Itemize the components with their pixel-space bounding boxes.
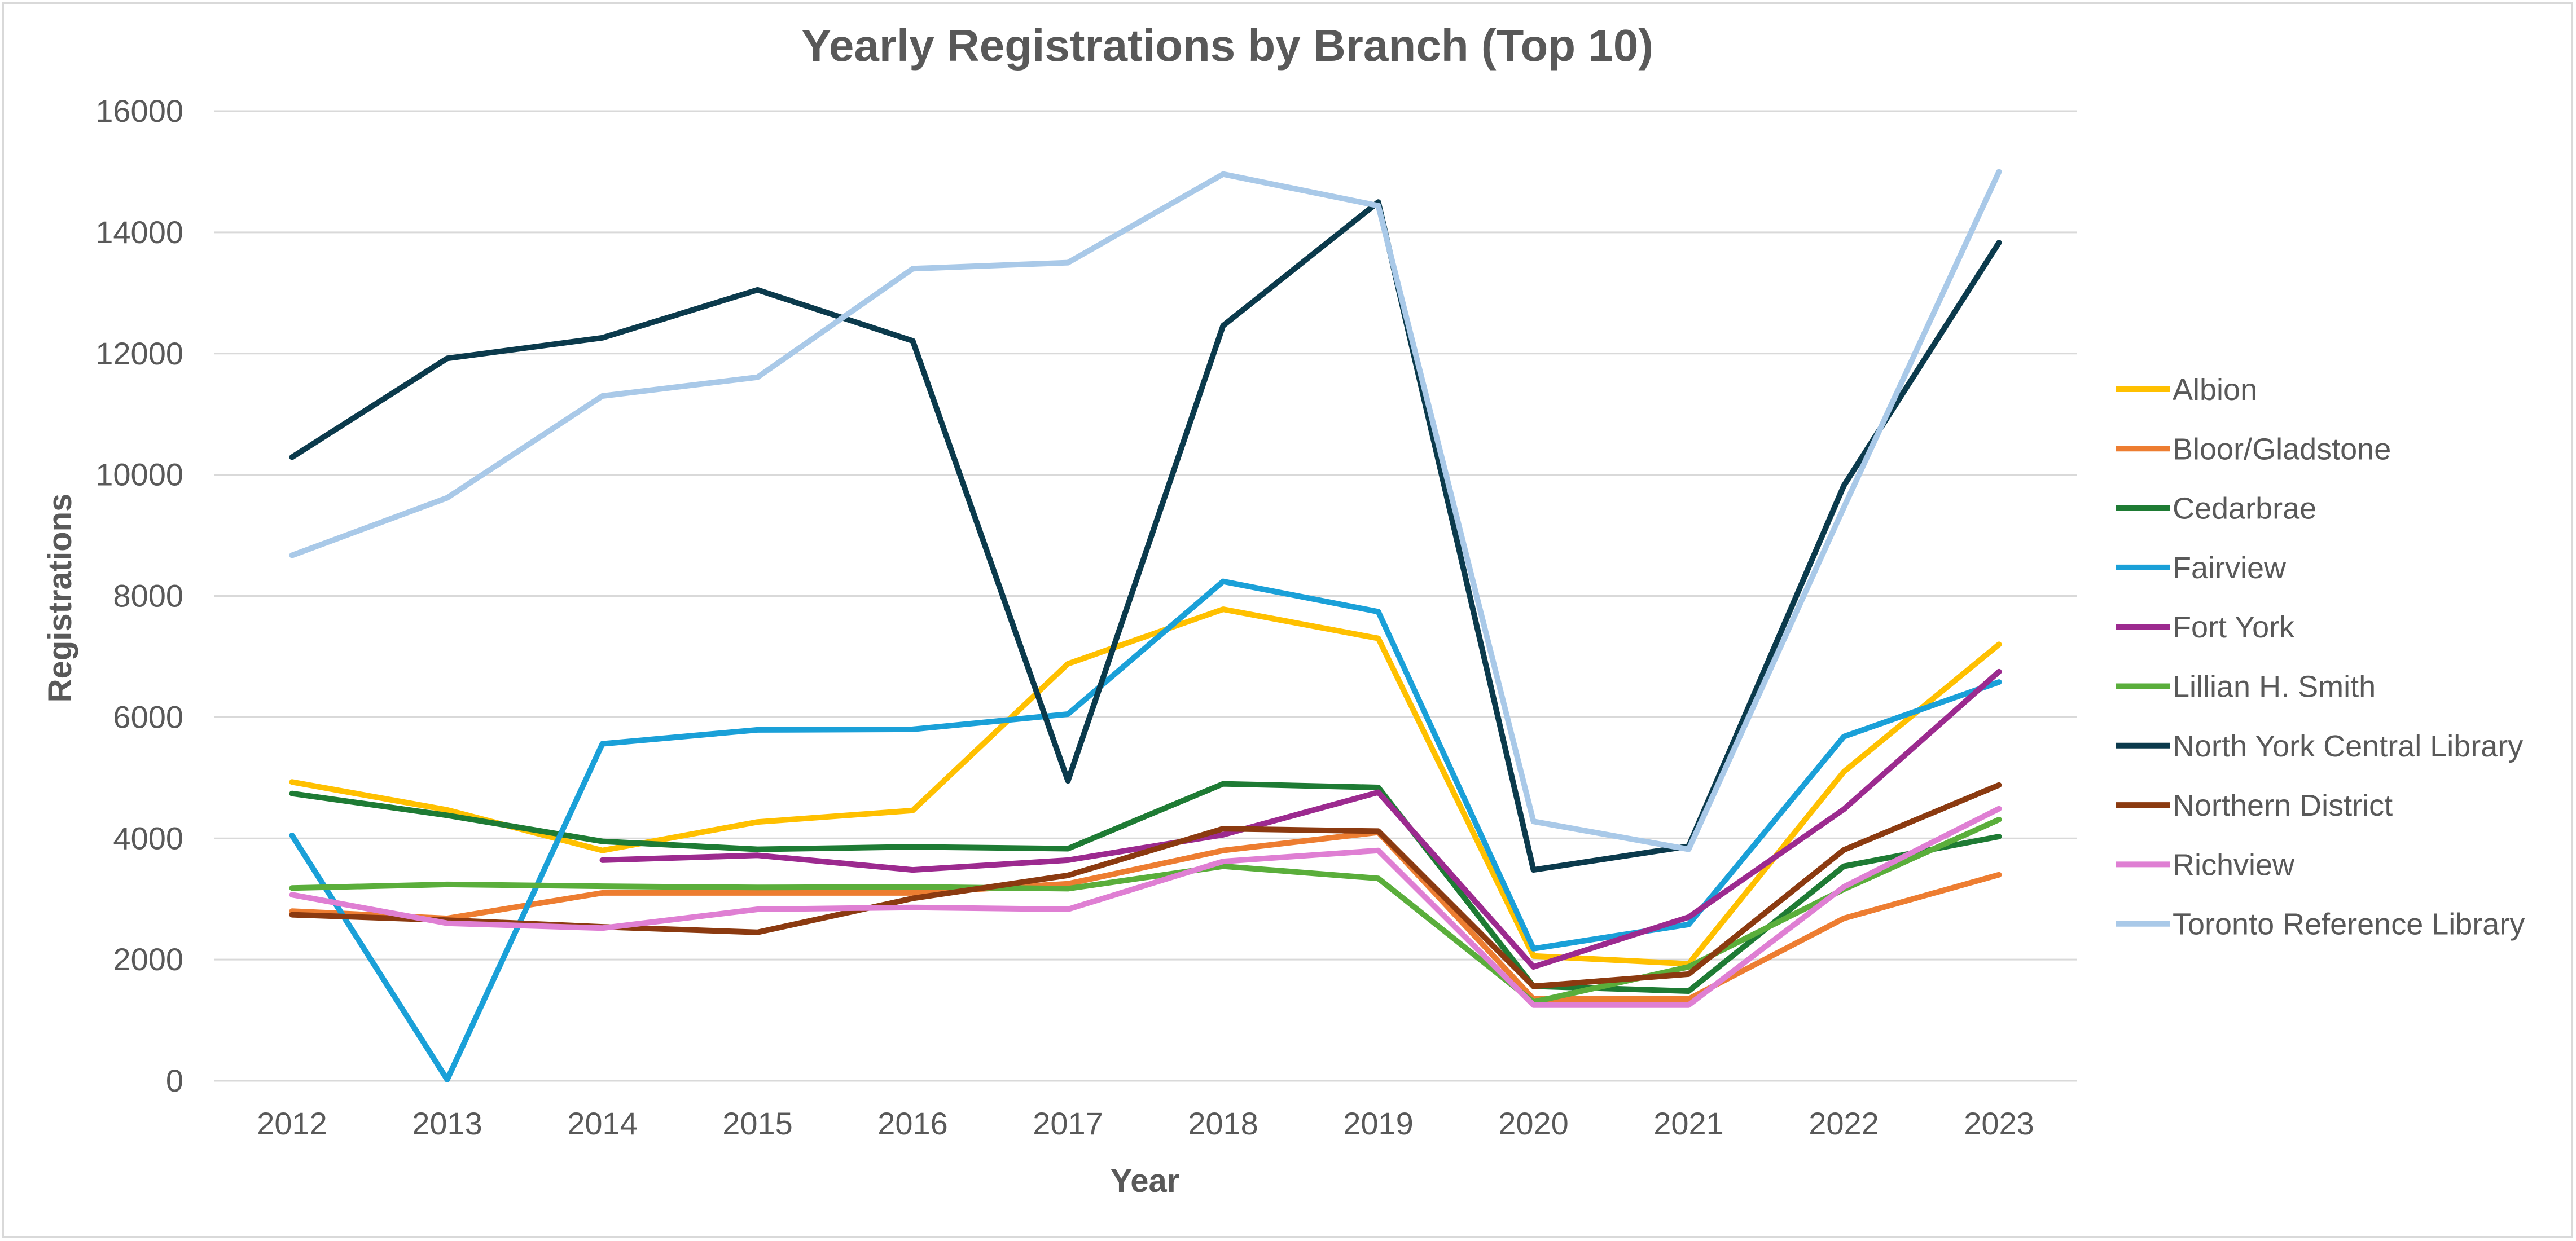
- legend-label-albion: Albion: [2173, 373, 2257, 407]
- y-tick-label: 4000: [113, 820, 183, 856]
- legend: Albion Bloor/Gladstone Cedarbrae Fairview Fo…: [2116, 373, 2525, 941]
- x-axis-title: Year: [1111, 1163, 1180, 1199]
- series-line-fort-york: [599, 668, 2002, 970]
- legend-label-toronto-reference-library: Toronto Reference Library: [2173, 908, 2525, 941]
- legend-label-lillian-h-smith: Lillian H. Smith: [2173, 670, 2376, 704]
- legend-label-fort-york: Fort York: [2173, 610, 2295, 644]
- x-tick-label: 2021: [1653, 1106, 1724, 1141]
- legend-label-fairview: Fairview: [2173, 551, 2287, 585]
- gridlines: [214, 110, 2077, 1082]
- x-tick-label: 2016: [877, 1106, 948, 1141]
- x-tick-label: 2013: [412, 1106, 482, 1141]
- series-line-cedarbrae: [289, 781, 2002, 994]
- legend-label-north-york-central-library: North York Central Library: [2173, 729, 2523, 763]
- y-tick-label: 0: [166, 1063, 183, 1098]
- legend-label-richview: Richview: [2173, 848, 2295, 882]
- y-axis-title: Registrations: [42, 494, 78, 703]
- x-tick-label: 2020: [1498, 1106, 1569, 1141]
- y-tick-label: 2000: [113, 941, 183, 977]
- y-tick-label: 16000: [95, 93, 183, 129]
- y-tick-label: 10000: [95, 457, 183, 492]
- x-tick-label: 2015: [722, 1106, 793, 1141]
- y-axis-ticks: 0 2000 4000 6000 8000 10000 12000 14000 16000: [95, 93, 183, 1098]
- y-tick-label: 6000: [113, 699, 183, 734]
- series-line-north-york-central-library: [289, 199, 2002, 873]
- x-tick-label: 2018: [1188, 1106, 1258, 1141]
- legend-label-bloor-gladstone: Bloor/Gladstone: [2173, 432, 2391, 466]
- legend-label-cedarbrae: Cedarbrae: [2173, 492, 2316, 526]
- series-line-richview: [289, 806, 2002, 1008]
- x-tick-label: 2019: [1343, 1106, 1414, 1141]
- y-tick-label: 12000: [95, 336, 183, 371]
- chart-title: Yearly Registrations by Branch (Top 10): [801, 20, 1653, 71]
- x-tick-label: 2012: [257, 1106, 327, 1141]
- x-tick-label: 2022: [1809, 1106, 1879, 1141]
- x-tick-label: 2023: [1964, 1106, 2034, 1141]
- legend-label-northern-district: Northern District: [2173, 789, 2393, 822]
- series-line-albion: [289, 606, 2002, 967]
- x-tick-label: 2014: [567, 1106, 638, 1141]
- series-line-toronto-reference-library: [289, 169, 2002, 852]
- y-tick-label: 8000: [113, 578, 183, 614]
- series-lines: [289, 169, 2002, 1082]
- series-line-fairview: [289, 578, 2002, 1082]
- y-tick-label: 14000: [95, 214, 183, 250]
- x-tick-label: 2017: [1033, 1106, 1103, 1141]
- x-axis-ticks: 2012 2013 2014 2015 2016 2017 2018 2019 2020 2021…: [257, 1106, 2034, 1141]
